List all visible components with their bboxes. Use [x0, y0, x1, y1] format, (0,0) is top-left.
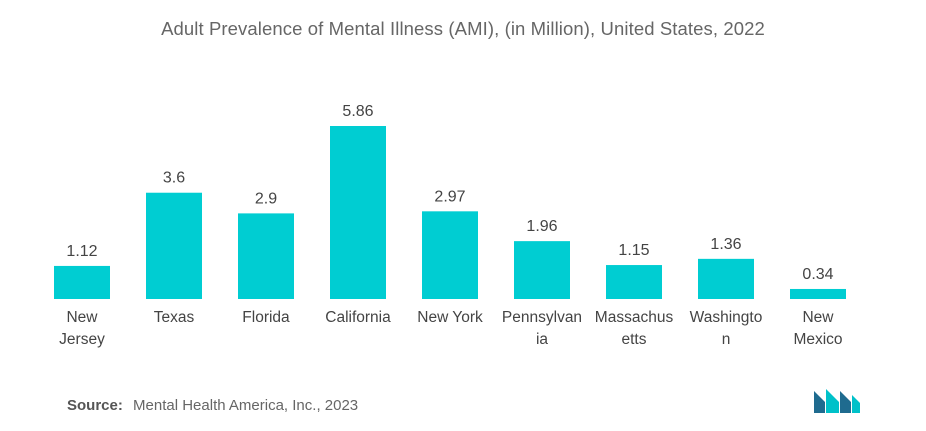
category-label-line: New York [417, 309, 483, 326]
data-label: 1.12 [66, 243, 97, 260]
category-label: Pennsylvan ia [502, 309, 582, 348]
source-label: Source: [67, 397, 123, 414]
bar [422, 211, 478, 299]
data-label: 2.9 [255, 190, 277, 207]
category-label: California [325, 309, 391, 326]
bar [146, 192, 202, 299]
data-label: 2.97 [434, 188, 465, 205]
category-label-line: Jersey [59, 331, 105, 348]
category-label-line: Texas [154, 309, 195, 326]
data-label: 1.15 [618, 242, 649, 259]
category-label: New Mexico [793, 309, 842, 348]
category-label-line: New [66, 309, 98, 326]
category-label: New York [417, 309, 483, 326]
data-label: 0.34 [802, 266, 833, 283]
category-label-line: California [325, 309, 391, 326]
category-label-line: Florida [242, 309, 290, 326]
source-note: Source: Mental Health America, Inc., 202… [67, 397, 358, 414]
bar [606, 265, 662, 299]
category-label-line: Washingto [690, 309, 763, 326]
category-label: Washingto n [690, 309, 763, 348]
category-label: New Jersey [59, 309, 105, 348]
category-label-line: etts [622, 331, 647, 348]
bar [330, 126, 386, 299]
chart-title: Adult Prevalence of Mental Illness (AMI)… [161, 18, 765, 39]
category-label-line: New [802, 309, 834, 326]
category-label-line: ia [536, 331, 548, 348]
brand-logo-icon [814, 389, 860, 413]
bar [790, 288, 846, 299]
data-label: 1.36 [710, 236, 741, 253]
bar [54, 265, 110, 299]
data-label: 3.6 [163, 170, 185, 187]
bar [238, 213, 294, 299]
category-label-line: Massachus [595, 309, 674, 326]
category-label-line: Pennsylvan [502, 309, 582, 326]
bar [698, 258, 754, 299]
category-label: Florida [242, 309, 290, 326]
bar [514, 241, 570, 299]
category-label: Massachus etts [595, 309, 674, 348]
category-label: Texas [154, 309, 195, 326]
category-label-line: n [722, 331, 731, 348]
category-label-line: Mexico [793, 331, 842, 348]
data-label: 1.96 [526, 218, 557, 235]
source-text: Mental Health America, Inc., 2023 [133, 397, 359, 414]
data-label: 5.86 [342, 103, 373, 120]
